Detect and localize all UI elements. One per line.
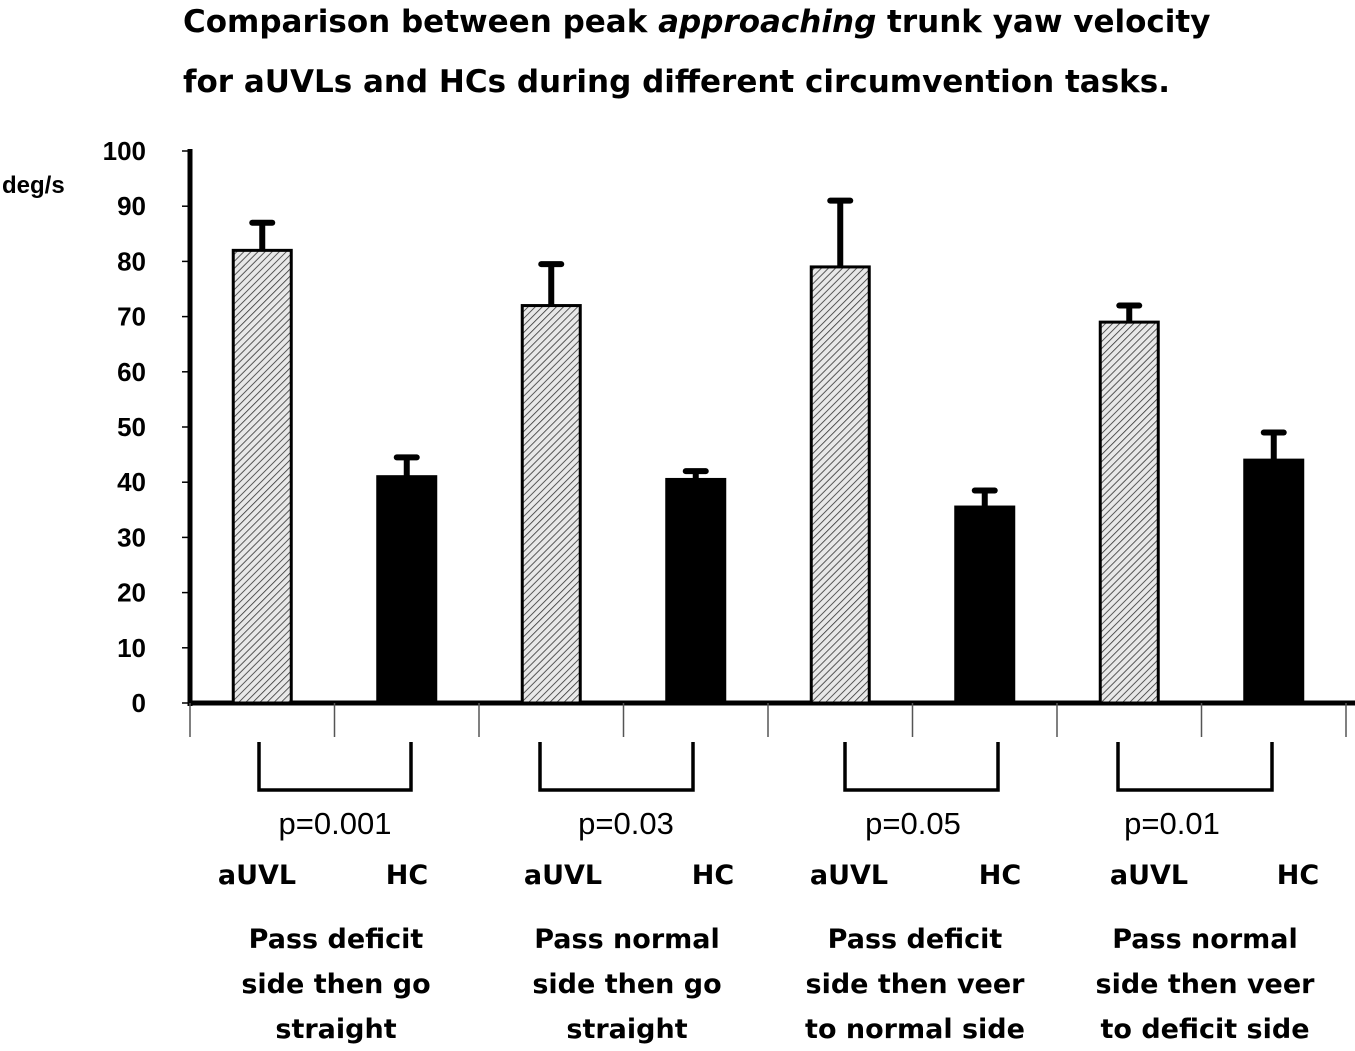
bar-auvl bbox=[520, 304, 582, 705]
bar-hc bbox=[1243, 458, 1305, 705]
y-tick-label: 70 bbox=[117, 302, 146, 332]
y-tick-label: 80 bbox=[117, 246, 146, 276]
category-label: Pass deficit bbox=[828, 924, 1003, 955]
group-label-auvl: aUVL bbox=[524, 860, 602, 891]
y-tick-label: 0 bbox=[132, 688, 146, 718]
category-label: side then go bbox=[532, 969, 721, 1000]
category-label: side then veer bbox=[1096, 969, 1316, 1000]
p-value-label: p=0.05 bbox=[865, 806, 961, 841]
y-axis-label: deg/s bbox=[2, 172, 65, 199]
y-tick-label: 30 bbox=[117, 522, 146, 552]
y-tick-label: 20 bbox=[117, 578, 146, 608]
p-value-label: p=0.03 bbox=[578, 806, 674, 841]
bar-auvl bbox=[231, 248, 293, 705]
category-label: straight bbox=[275, 1014, 396, 1045]
group-label-hc: HC bbox=[1277, 860, 1319, 891]
bar-hc bbox=[665, 477, 727, 705]
category-label: to normal side bbox=[805, 1014, 1025, 1045]
category-label: Pass normal bbox=[1112, 924, 1298, 955]
category-label: straight bbox=[566, 1014, 687, 1045]
bar-auvl bbox=[1098, 320, 1160, 705]
bar-hc bbox=[954, 505, 1016, 705]
significance-bracket bbox=[1116, 742, 1274, 792]
chart-title-line-1: Comparison between peak approaching trun… bbox=[183, 4, 1210, 40]
y-tick-label: 50 bbox=[117, 412, 146, 442]
p-value-label: p=0.001 bbox=[279, 806, 392, 841]
group-label-hc: HC bbox=[692, 860, 734, 891]
category-label: side then veer bbox=[806, 969, 1026, 1000]
group-label-auvl: aUVL bbox=[1110, 860, 1188, 891]
group-label-hc: HC bbox=[386, 860, 428, 891]
group-label-hc: HC bbox=[979, 860, 1021, 891]
bar-hc bbox=[376, 475, 438, 705]
category-label: side then go bbox=[241, 969, 430, 1000]
y-tick-label: 40 bbox=[117, 467, 146, 497]
y-tick-label: 10 bbox=[117, 633, 146, 663]
y-tick-label: 100 bbox=[103, 136, 146, 166]
y-tick-label: 90 bbox=[117, 191, 146, 221]
p-value-label: p=0.01 bbox=[1124, 806, 1220, 841]
category-label: Pass deficit bbox=[249, 924, 424, 955]
significance-bracket bbox=[538, 742, 695, 792]
chart-title-line-2: for aUVLs and HCs during different circu… bbox=[183, 64, 1170, 100]
significance-bracket bbox=[843, 742, 1000, 792]
category-label: to deficit side bbox=[1100, 1014, 1309, 1045]
group-label-auvl: aUVL bbox=[218, 860, 296, 891]
significance-bracket bbox=[257, 742, 413, 792]
y-tick-label: 60 bbox=[117, 357, 146, 387]
category-label: Pass normal bbox=[534, 924, 720, 955]
group-label-auvl: aUVL bbox=[810, 860, 888, 891]
bar-auvl bbox=[809, 265, 871, 705]
